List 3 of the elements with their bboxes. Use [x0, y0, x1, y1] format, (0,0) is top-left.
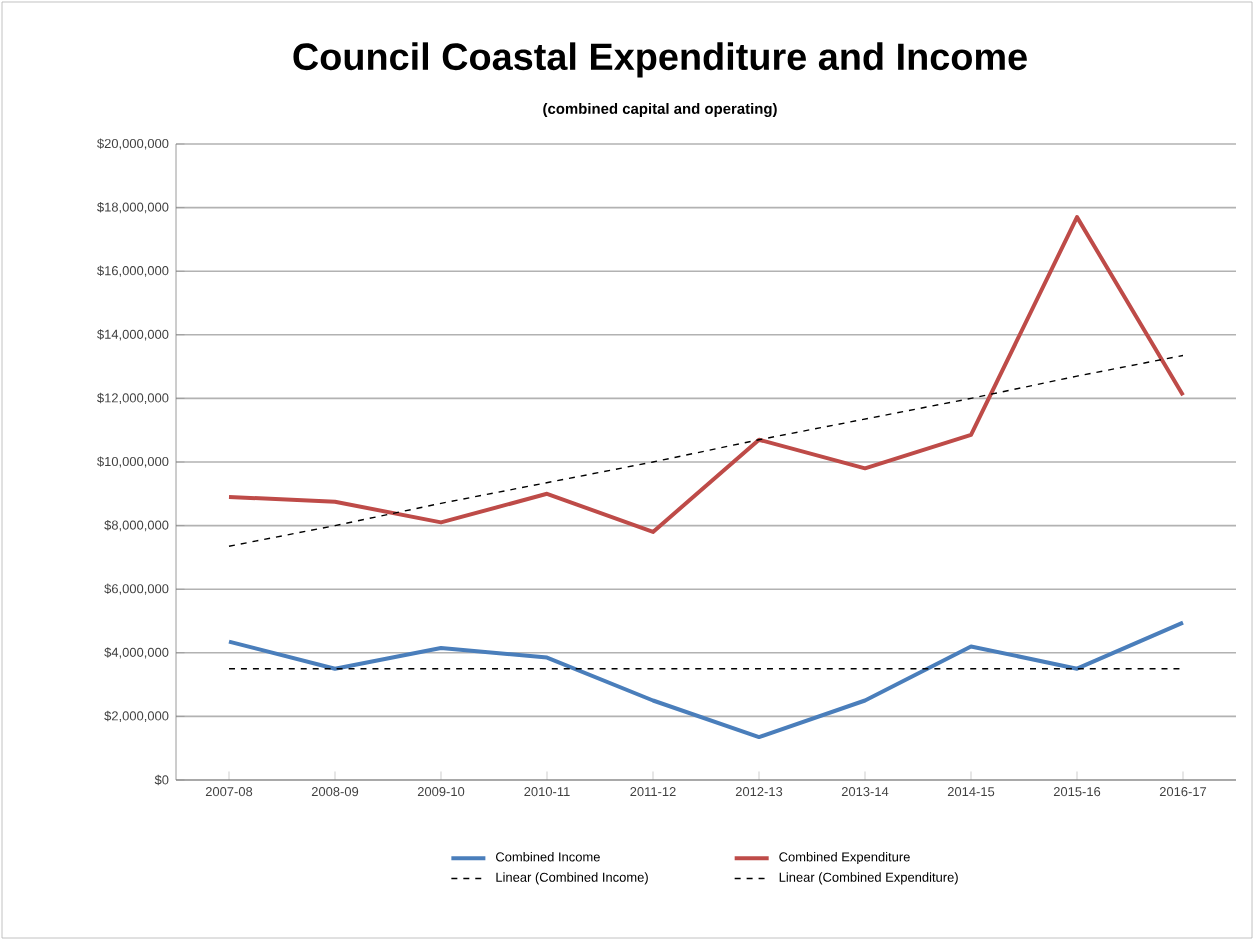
line-series	[227, 215, 1186, 534]
chart-title: Council Coastal Expenditure and Income	[293, 42, 1027, 78]
line-series	[227, 620, 1186, 740]
